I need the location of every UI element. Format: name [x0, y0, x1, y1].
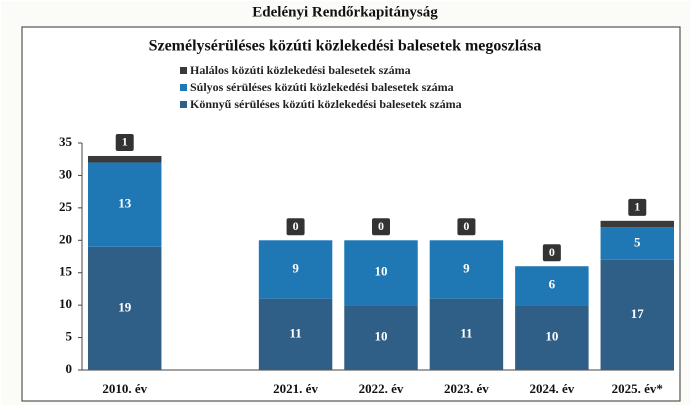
- y-tick-label: 0: [66, 361, 73, 376]
- x-tick-label: 2010. év: [102, 381, 147, 396]
- bar-segment: [344, 305, 418, 370]
- label-box: [372, 218, 390, 236]
- data-label: 17: [631, 306, 645, 321]
- data-label: 5: [634, 235, 641, 250]
- data-label: 0: [463, 219, 469, 233]
- legend-label: Súlyos sérüléses közúti közlekedési bale…: [190, 80, 454, 94]
- label-box: [457, 218, 476, 236]
- data-label: 9: [463, 260, 470, 275]
- bar-segment: [515, 266, 589, 306]
- legend-label: Halálos közúti közlekedési balesetek szá…: [190, 63, 411, 77]
- y-tick-label: 15: [59, 264, 73, 279]
- label-box: [628, 198, 647, 216]
- bar-segment: [258, 298, 333, 370]
- y-tick-label: 10: [59, 296, 72, 311]
- bar-segment: [258, 240, 333, 299]
- legend-swatch: [180, 84, 187, 91]
- bar-segment: [600, 227, 675, 260]
- bar-segment: [87, 246, 162, 370]
- x-tick-label: 2025. év*: [612, 381, 663, 396]
- x-tick-label: 2024. év: [529, 381, 574, 396]
- label-box: [542, 244, 561, 262]
- label-box: [115, 133, 134, 151]
- page-title: Edelényi Rendőrkapitányság: [252, 4, 438, 20]
- y-tick-label: 30: [59, 166, 72, 181]
- bar-segment: [600, 259, 675, 370]
- y-tick-label: 25: [59, 199, 73, 214]
- bar-segment: [429, 240, 504, 299]
- bar-segment: [515, 305, 589, 370]
- bar-segment: [87, 155, 162, 163]
- y-tick-label: 20: [59, 231, 72, 246]
- x-tick-label: 2022. év: [359, 381, 404, 396]
- data-label: 0: [378, 219, 384, 233]
- legend-swatch: [180, 101, 187, 108]
- data-label: 1: [634, 200, 640, 214]
- data-label: 10: [375, 264, 388, 279]
- data-label: 9: [292, 260, 299, 275]
- bar-segment: [429, 298, 504, 370]
- data-label: 0: [549, 245, 555, 259]
- data-label: 19: [118, 299, 132, 314]
- data-label: 0: [293, 219, 299, 233]
- legend-label: Könnyű sérüléses közúti közlekedési bale…: [190, 97, 462, 111]
- chart-title: Személysérüléses közúti közlekedési bale…: [149, 38, 542, 55]
- data-label: 13: [118, 196, 132, 211]
- legend-swatch: [180, 67, 187, 74]
- bar-segment: [87, 162, 162, 247]
- data-label: 10: [545, 329, 558, 344]
- data-label: 11: [289, 325, 301, 340]
- label-box: [286, 218, 305, 236]
- x-tick-label: 2023. év: [444, 381, 489, 396]
- data-label: 10: [375, 329, 388, 344]
- data-label: 6: [549, 277, 556, 292]
- bar-segment: [344, 240, 418, 306]
- bar-segment: [600, 220, 675, 228]
- y-tick-label: 35: [59, 134, 73, 149]
- x-tick-label: 2021. év: [273, 381, 318, 396]
- y-tick-label: 5: [66, 329, 73, 344]
- data-label: 11: [460, 325, 472, 340]
- data-label: 1: [122, 135, 128, 149]
